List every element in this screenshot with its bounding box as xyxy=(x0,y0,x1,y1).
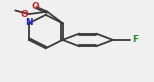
Text: O: O xyxy=(31,2,39,11)
Text: O: O xyxy=(20,10,28,19)
Text: F: F xyxy=(132,35,138,44)
Text: N: N xyxy=(25,18,33,27)
